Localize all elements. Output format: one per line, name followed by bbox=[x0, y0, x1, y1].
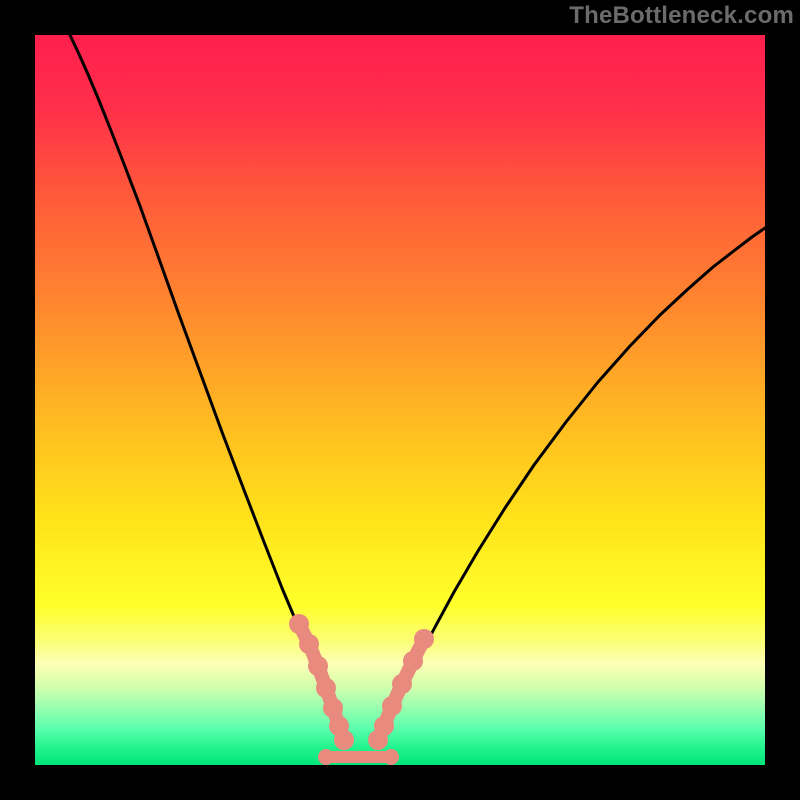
salmon-floor-cap bbox=[383, 749, 399, 765]
salmon-left-bead bbox=[334, 730, 354, 750]
salmon-floor bbox=[326, 751, 391, 763]
salmon-right-bead bbox=[414, 629, 434, 649]
salmon-left-bead bbox=[308, 656, 328, 676]
salmon-left-bead bbox=[289, 614, 309, 634]
salmon-right-bead bbox=[382, 696, 402, 716]
salmon-right-bead bbox=[403, 651, 423, 671]
salmon-left-bead bbox=[299, 634, 319, 654]
salmon-right-bead bbox=[374, 716, 394, 736]
plot-area bbox=[35, 35, 765, 765]
watermark-text: TheBottleneck.com bbox=[569, 2, 794, 30]
salmon-left-bead bbox=[316, 678, 336, 698]
chart-canvas bbox=[0, 0, 800, 800]
salmon-right-bead bbox=[392, 674, 412, 694]
salmon-left-bead bbox=[323, 698, 343, 718]
salmon-floor-cap bbox=[318, 749, 334, 765]
